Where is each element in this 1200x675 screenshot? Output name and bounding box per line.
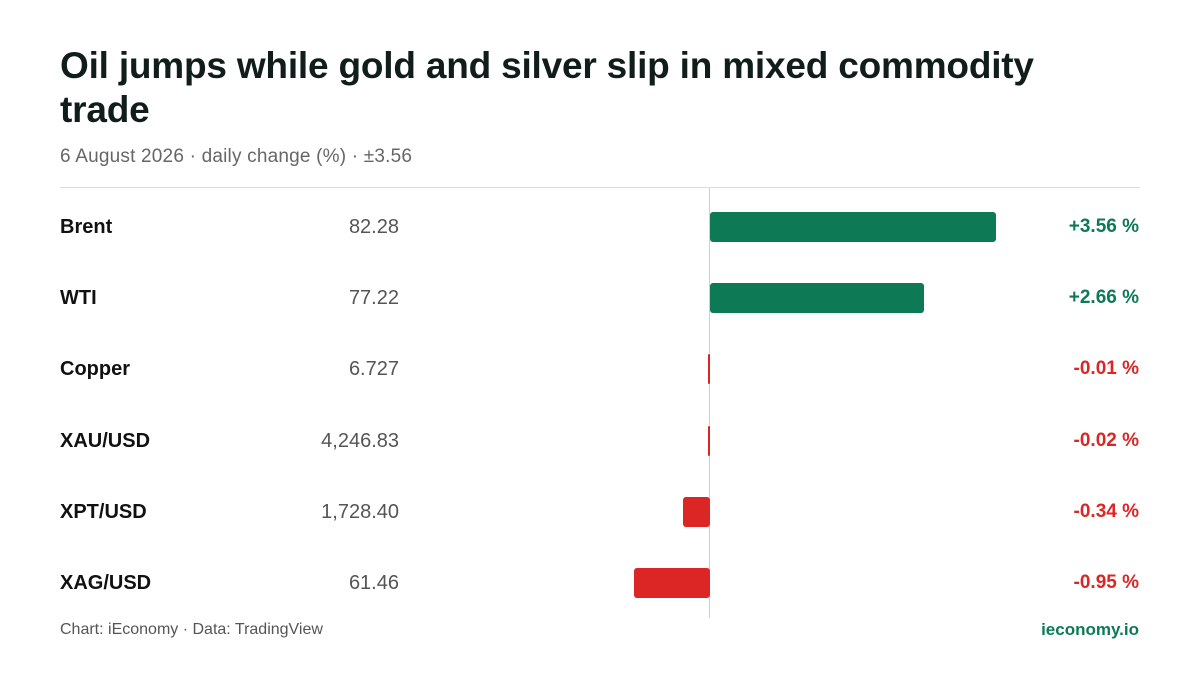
change-bar <box>710 212 996 242</box>
change-value-label: +3.56 % <box>1068 216 1139 237</box>
category-label: XAU/USD <box>60 429 151 452</box>
change-bar <box>708 354 710 385</box>
category-label: Brent <box>60 216 113 238</box>
change-bar <box>708 425 710 456</box>
chart-title: Oil jumps while gold and silver slip in … <box>60 45 1034 130</box>
price-value: 1,728.40 <box>321 500 399 523</box>
category-label: XAG/USD <box>60 572 152 594</box>
change-value-label: -0.95 % <box>1073 572 1139 593</box>
footer-brand: ieconomy.io <box>1041 620 1139 639</box>
change-value-label: -0.02 % <box>1073 429 1139 451</box>
price-value: 6.727 <box>348 358 399 381</box>
footer-source: Chart: iEconomy · Data: TradingView <box>60 621 323 638</box>
chart-row: XPT/USD 1,728.40 -0.34 % <box>0 496 1200 568</box>
change-value-label: -0.34 % <box>1073 500 1139 522</box>
change-value-label: +2.66 % <box>1068 287 1139 309</box>
category-label: Copper <box>60 358 130 381</box>
chart-row: XAU/USD 4,246.83 -0.02 % <box>0 425 1200 497</box>
chart-row: WTI 77.22 +2.66 % <box>0 283 1200 354</box>
price-value: 77.22 <box>348 287 399 310</box>
chart-row: Brent 82.28 +3.56 % <box>0 212 1200 283</box>
change-bar <box>710 283 924 314</box>
zero-axis-line <box>709 188 710 618</box>
change-bar <box>682 496 710 527</box>
price-value: 4,246.83 <box>321 429 399 452</box>
change-value-label: -0.01 % <box>1073 358 1139 380</box>
header-divider <box>60 187 1140 188</box>
chart-row: XAG/USD 61.46 -0.95 % <box>0 568 1200 639</box>
price-value: 61.46 <box>348 572 399 594</box>
price-value: 82.28 <box>348 216 399 238</box>
chart-subtitle: 6 August 2026 · daily change (%) · ±3.56 <box>60 146 413 167</box>
category-label: XPT/USD <box>60 500 147 523</box>
chart-row: Copper 6.727 -0.01 % <box>0 354 1200 425</box>
change-bar <box>633 568 710 598</box>
category-label: WTI <box>60 287 97 310</box>
